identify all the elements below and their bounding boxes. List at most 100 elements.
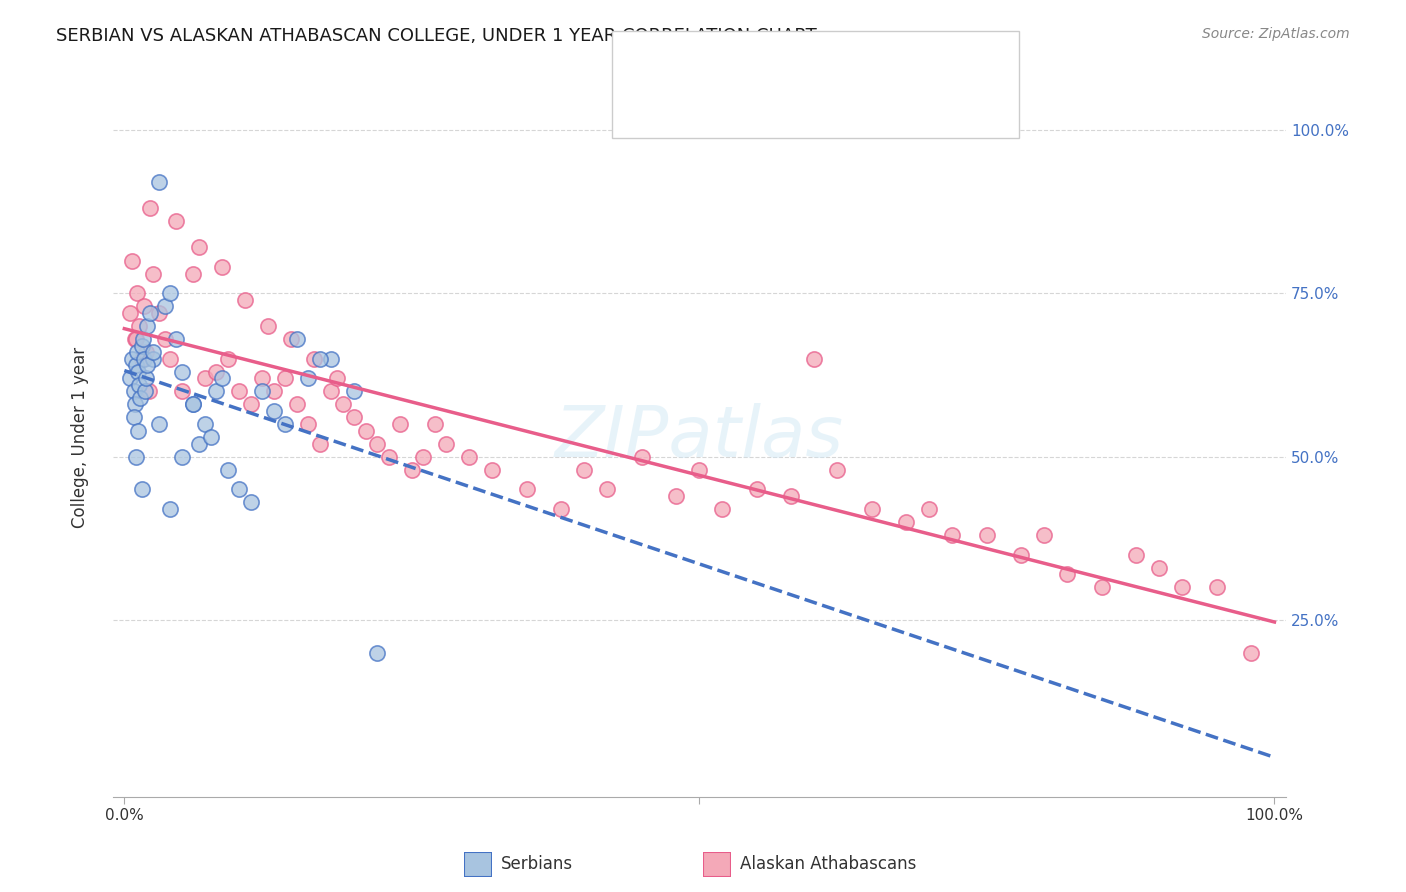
Point [378,450,401,464]
Point [142,345,165,359]
Point [138,306,160,320]
Point [122,410,145,425]
Point [217,463,239,477]
Point [918,502,941,516]
Text: ZIPatlas: ZIPatlas [555,402,844,472]
Point [252,371,274,385]
Point [211,260,233,274]
Point [159,502,181,516]
Point [309,351,332,366]
Point [127,365,149,379]
Point [125,358,148,372]
Point [170,450,193,464]
Point [354,424,377,438]
Text: -0.595: -0.595 [707,94,772,112]
Point [124,332,146,346]
Point [1125,548,1147,562]
Point [165,332,187,346]
Point [134,384,156,399]
Point [274,417,297,431]
Text: 50: 50 [830,54,855,71]
Point [343,410,366,425]
Point [200,430,222,444]
Point [170,365,193,379]
Point [434,436,457,450]
Point [188,240,211,254]
Point [122,384,145,399]
Point [1056,567,1078,582]
Point [183,267,205,281]
Point [239,495,262,509]
Text: SERBIAN VS ALASKAN ATHABASCAN COLLEGE, UNDER 1 YEAR CORRELATION CHART: SERBIAN VS ALASKAN ATHABASCAN COLLEGE, U… [56,27,817,45]
Point [125,286,148,301]
Point [366,436,388,450]
Point [138,201,160,215]
Point [211,371,233,385]
Point [389,417,412,431]
Point [159,286,181,301]
Point [153,299,176,313]
Point [159,351,181,366]
Point [136,358,159,372]
Point [941,528,963,542]
Y-axis label: College, Under 1 year: College, Under 1 year [72,346,89,528]
Point [1240,646,1263,660]
Point [121,253,143,268]
Point [125,450,148,464]
Point [516,483,538,497]
Point [194,371,217,385]
Point [274,371,297,385]
Point [458,450,481,464]
Point [343,384,366,399]
Point [131,483,153,497]
Point [135,345,157,359]
Point [129,391,152,405]
Point [631,450,654,464]
Point [285,397,308,411]
Point [120,371,142,385]
Point [165,214,187,228]
Point [125,345,148,359]
Point [252,384,274,399]
Point [321,351,343,366]
Point [148,306,170,320]
Point [183,397,205,411]
Point [121,351,143,366]
Point [309,436,332,450]
Point [711,502,734,516]
Point [1206,581,1229,595]
Point [188,436,211,450]
Point [217,351,239,366]
Text: N =: N = [778,94,830,112]
Point [125,332,148,346]
Point [297,371,319,385]
Point [170,384,193,399]
Point [132,299,155,313]
Point [803,351,825,366]
Point [228,483,250,497]
Point [827,463,849,477]
Point [132,332,155,346]
Point [745,483,768,497]
Text: N =: N = [778,54,830,71]
Point [194,417,217,431]
Point [332,397,354,411]
Point [183,397,205,411]
Point [326,371,349,385]
Point [136,318,159,333]
Point [423,417,446,431]
Point [596,483,619,497]
Point [1171,581,1194,595]
Point [205,365,228,379]
Point [132,351,155,366]
Point [131,338,153,352]
Point [297,417,319,431]
Point [860,502,883,516]
Point [780,489,803,503]
Point [1149,561,1171,575]
Point [257,318,280,333]
Point [574,463,596,477]
Text: R =: R = [668,94,707,112]
Point [120,306,142,320]
Text: Serbians: Serbians [501,855,572,873]
